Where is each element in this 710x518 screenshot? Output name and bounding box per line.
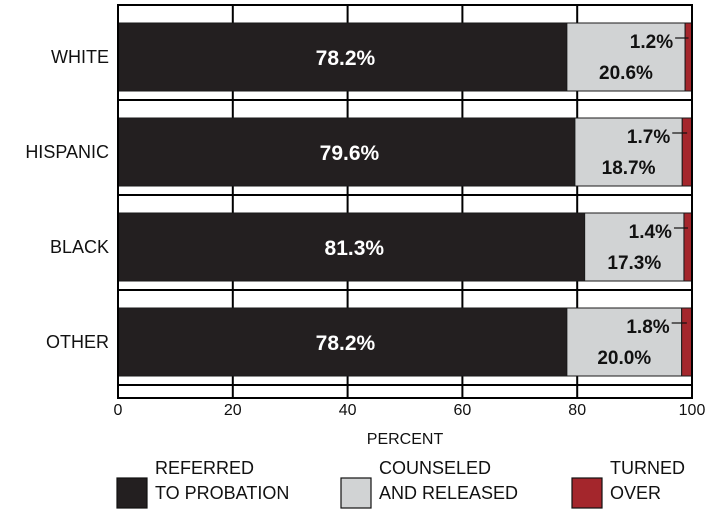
legend-label-line1: REFERRED bbox=[155, 458, 254, 478]
data-label-turned-over: 1.4% bbox=[629, 222, 672, 243]
bar-turned-over bbox=[683, 212, 693, 282]
legend-label-line2: OVER bbox=[610, 483, 661, 503]
category-label: HISPANIC bbox=[25, 142, 109, 162]
legend-swatch bbox=[116, 477, 148, 509]
legend-label-line1: COUNSELED bbox=[379, 458, 491, 478]
legend-swatch bbox=[571, 477, 603, 509]
category-label: BLACK bbox=[50, 237, 109, 257]
data-label-referred: 81.3% bbox=[325, 237, 385, 260]
data-label-referred: 79.6% bbox=[320, 142, 380, 165]
bar-counseled bbox=[584, 212, 685, 282]
bar-turned-over bbox=[681, 307, 693, 377]
data-label-turned-over: 1.8% bbox=[626, 317, 669, 338]
category-label: OTHER bbox=[46, 332, 109, 352]
x-tick-label: 20 bbox=[224, 402, 242, 419]
plot-border bbox=[117, 4, 693, 399]
data-label-counseled: 18.7% bbox=[602, 158, 656, 179]
bar-turned-over bbox=[684, 22, 693, 92]
bar-counseled bbox=[566, 307, 683, 377]
bar-referred bbox=[117, 307, 568, 377]
data-label-referred: 78.2% bbox=[316, 47, 376, 70]
legend-label-line1: TURNED bbox=[610, 458, 685, 478]
legend-label-line2: AND RELEASED bbox=[379, 483, 518, 503]
data-label-counseled: 20.6% bbox=[599, 63, 653, 84]
data-label-referred: 78.2% bbox=[316, 332, 376, 355]
bar-turned-over bbox=[681, 117, 693, 187]
x-tick-label: 40 bbox=[339, 402, 357, 419]
category-label: WHITE bbox=[51, 47, 109, 67]
data-label-counseled: 20.0% bbox=[597, 348, 651, 369]
bar-referred bbox=[117, 212, 586, 282]
legend-label-line2: TO PROBATION bbox=[155, 483, 289, 503]
x-tick-label: 80 bbox=[568, 402, 586, 419]
legend-swatch bbox=[340, 477, 372, 509]
data-label-counseled: 17.3% bbox=[607, 253, 661, 274]
data-label-turned-over: 1.7% bbox=[627, 127, 670, 148]
bar-referred bbox=[117, 117, 576, 187]
x-tick-label: 60 bbox=[454, 402, 472, 419]
data-label-turned-over: 1.2% bbox=[630, 32, 673, 53]
x-axis-title: PERCENT bbox=[367, 431, 444, 448]
x-tick-label: 0 bbox=[114, 402, 123, 419]
x-tick-label: 100 bbox=[679, 402, 706, 419]
